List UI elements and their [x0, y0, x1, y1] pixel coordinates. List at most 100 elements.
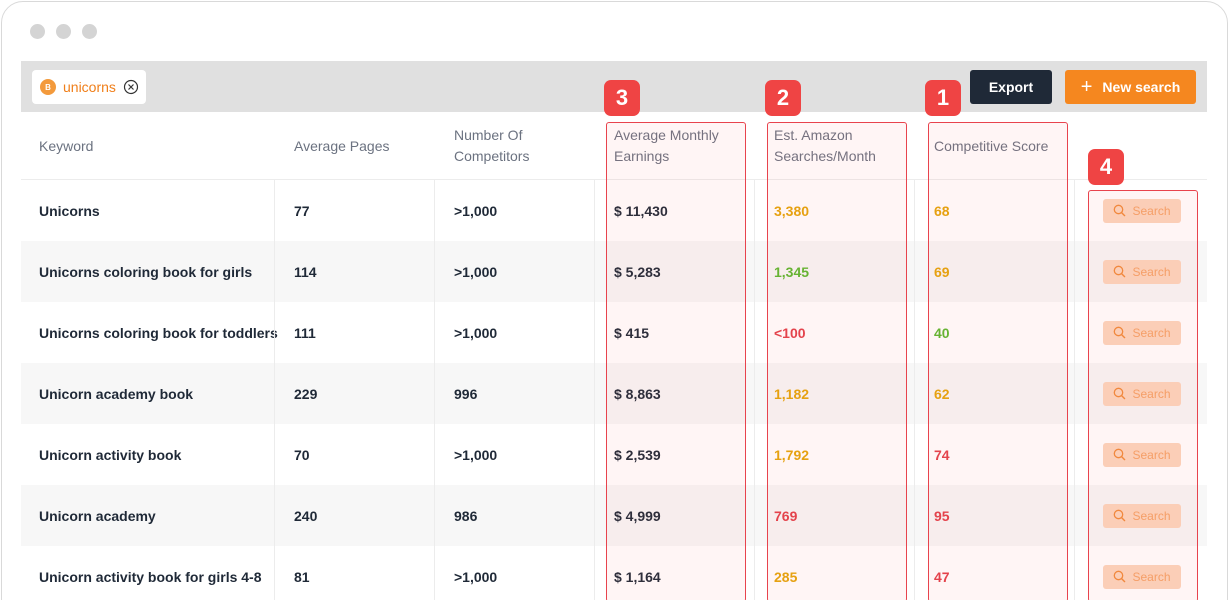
competitive-score-cell: 68 — [934, 202, 950, 219]
competitive-score-cell: 62 — [934, 385, 950, 402]
competitive-score-cell: 69 — [934, 263, 950, 280]
competitors-cell: >1,000 — [454, 568, 498, 585]
search-button-label: Search — [1132, 569, 1171, 584]
header-searches-line2: Searches/Month — [774, 148, 876, 164]
keyword-cell: Unicorns coloring book for girls — [39, 263, 253, 280]
table-row[interactable]: Unicorns 77 >1,000 $ 11,430 3,380 68 Search — [21, 180, 1207, 241]
average-pages-cell: 229 — [294, 385, 318, 402]
callout-badge-action: 4 — [1088, 149, 1124, 185]
searches-cell: 3,380 — [774, 202, 810, 219]
search-icon — [1113, 326, 1126, 339]
average-pages-cell: 81 — [294, 568, 310, 585]
competitive-score-cell: 74 — [934, 446, 950, 463]
header-earnings[interactable]: Average Monthly Earnings — [614, 112, 719, 180]
filter-chip[interactable]: B unicorns — [32, 70, 146, 104]
table-row[interactable]: Unicorn activity book for girls 4-8 81 >1,… — [21, 546, 1207, 600]
search-icon — [1113, 509, 1126, 522]
competitors-cell: >1,000 — [454, 202, 498, 219]
keyword-cell: Unicorns — [39, 202, 100, 219]
earnings-cell: $ 5,283 — [614, 263, 661, 280]
table-row[interactable]: Unicorns coloring book for toddlers 111 >1… — [21, 302, 1207, 363]
search-button-label: Search — [1132, 386, 1171, 401]
action-cell: Search — [1103, 485, 1181, 546]
search-button-label: Search — [1132, 203, 1171, 218]
competitive-score-cell: 47 — [934, 568, 950, 585]
plus-icon: + — [1080, 76, 1093, 98]
header-earnings-line2: Earnings — [614, 148, 670, 164]
search-button[interactable]: Search — [1103, 320, 1181, 345]
competitive-score-cell: 40 — [934, 324, 950, 341]
header-searches[interactable]: Est. Amazon Searches/Month — [774, 112, 876, 180]
window-dot[interactable] — [56, 24, 71, 39]
new-search-label: New search — [1102, 79, 1181, 95]
search-button-label: Search — [1132, 508, 1171, 523]
action-cell: Search — [1103, 241, 1181, 302]
header-competitors[interactable]: Number Of Competitors — [454, 112, 529, 180]
column-divider — [594, 180, 595, 600]
header-competitors-line1: Number Of — [454, 127, 523, 143]
column-divider — [274, 180, 275, 600]
average-pages-cell: 240 — [294, 507, 318, 524]
search-button[interactable]: Search — [1103, 503, 1181, 528]
searches-cell: 1,792 — [774, 446, 810, 463]
window-dot[interactable] — [82, 24, 97, 39]
column-divider — [914, 180, 915, 600]
callout-badge-earnings: 3 — [604, 80, 640, 116]
search-button[interactable]: Search — [1103, 198, 1181, 223]
earnings-cell: $ 1,164 — [614, 568, 661, 585]
search-button-label: Search — [1132, 325, 1171, 340]
close-circle-icon[interactable] — [123, 79, 139, 95]
competitors-cell: >1,000 — [454, 446, 498, 463]
column-divider — [434, 180, 435, 600]
keyword-cell: Unicorn activity book — [39, 446, 182, 463]
table-row[interactable]: Unicorn academy book 229 996 $ 8,863 1,182 62… — [21, 363, 1207, 424]
window-dot[interactable] — [30, 24, 45, 39]
earnings-cell: $ 2,539 — [614, 446, 661, 463]
table-row[interactable]: Unicorn activity book 70 >1,000 $ 2,539 1,79… — [21, 424, 1207, 485]
chip-label: unicorns — [63, 79, 116, 95]
search-button[interactable]: Search — [1103, 259, 1181, 284]
keyword-cell: Unicorn academy book — [39, 385, 194, 402]
search-icon — [1113, 204, 1126, 217]
competitors-cell: 986 — [454, 507, 478, 524]
action-cell: Search — [1103, 302, 1181, 363]
window-controls — [30, 24, 97, 39]
table-row[interactable]: Unicorn academy 240 986 $ 4,999 769 95 Search — [21, 485, 1207, 546]
earnings-cell: $ 8,863 — [614, 385, 661, 402]
search-icon — [1113, 387, 1126, 400]
action-cell: Search — [1103, 424, 1181, 485]
column-divider — [1074, 180, 1075, 600]
table-header: Keyword Average Pages Number Of Competit… — [21, 112, 1207, 180]
average-pages-cell: 111 — [294, 324, 316, 341]
chip-badge-icon: B — [40, 79, 56, 95]
search-button-label: Search — [1132, 447, 1171, 462]
keyword-cell: Unicorn activity book for girls 4-8 — [39, 568, 262, 585]
table-body: Unicorns 77 >1,000 $ 11,430 3,380 68 Search Uni… — [21, 180, 1207, 600]
average-pages-cell: 77 — [294, 202, 310, 219]
search-button[interactable]: Search — [1103, 564, 1181, 589]
searches-cell: 285 — [774, 568, 798, 585]
keyword-table: Keyword Average Pages Number Of Competit… — [21, 112, 1207, 600]
header-competitive-score[interactable]: Competitive Score — [934, 137, 1049, 154]
header-average-pages[interactable]: Average Pages — [294, 137, 390, 154]
search-button[interactable]: Search — [1103, 381, 1181, 406]
search-icon — [1113, 570, 1126, 583]
searches-cell: <100 — [774, 324, 806, 341]
keyword-cell: Unicorn academy — [39, 507, 156, 524]
header-searches-line1: Est. Amazon — [774, 127, 853, 143]
earnings-cell: $ 11,430 — [614, 202, 668, 219]
competitive-score-cell: 95 — [934, 507, 950, 524]
action-cell: Search — [1103, 180, 1181, 241]
earnings-cell: $ 415 — [614, 324, 650, 341]
search-button[interactable]: Search — [1103, 442, 1181, 467]
average-pages-cell: 114 — [294, 263, 317, 280]
action-cell: Search — [1103, 363, 1181, 424]
header-keyword[interactable]: Keyword — [39, 137, 94, 154]
callout-badge-searches: 2 — [765, 80, 801, 116]
export-button[interactable]: Export — [970, 70, 1052, 104]
new-search-button[interactable]: + New search — [1065, 70, 1196, 104]
competitors-cell: 996 — [454, 385, 478, 402]
callout-badge-score: 1 — [925, 80, 961, 116]
table-row[interactable]: Unicorns coloring book for girls 114 >1,00… — [21, 241, 1207, 302]
searches-cell: 1,345 — [774, 263, 810, 280]
